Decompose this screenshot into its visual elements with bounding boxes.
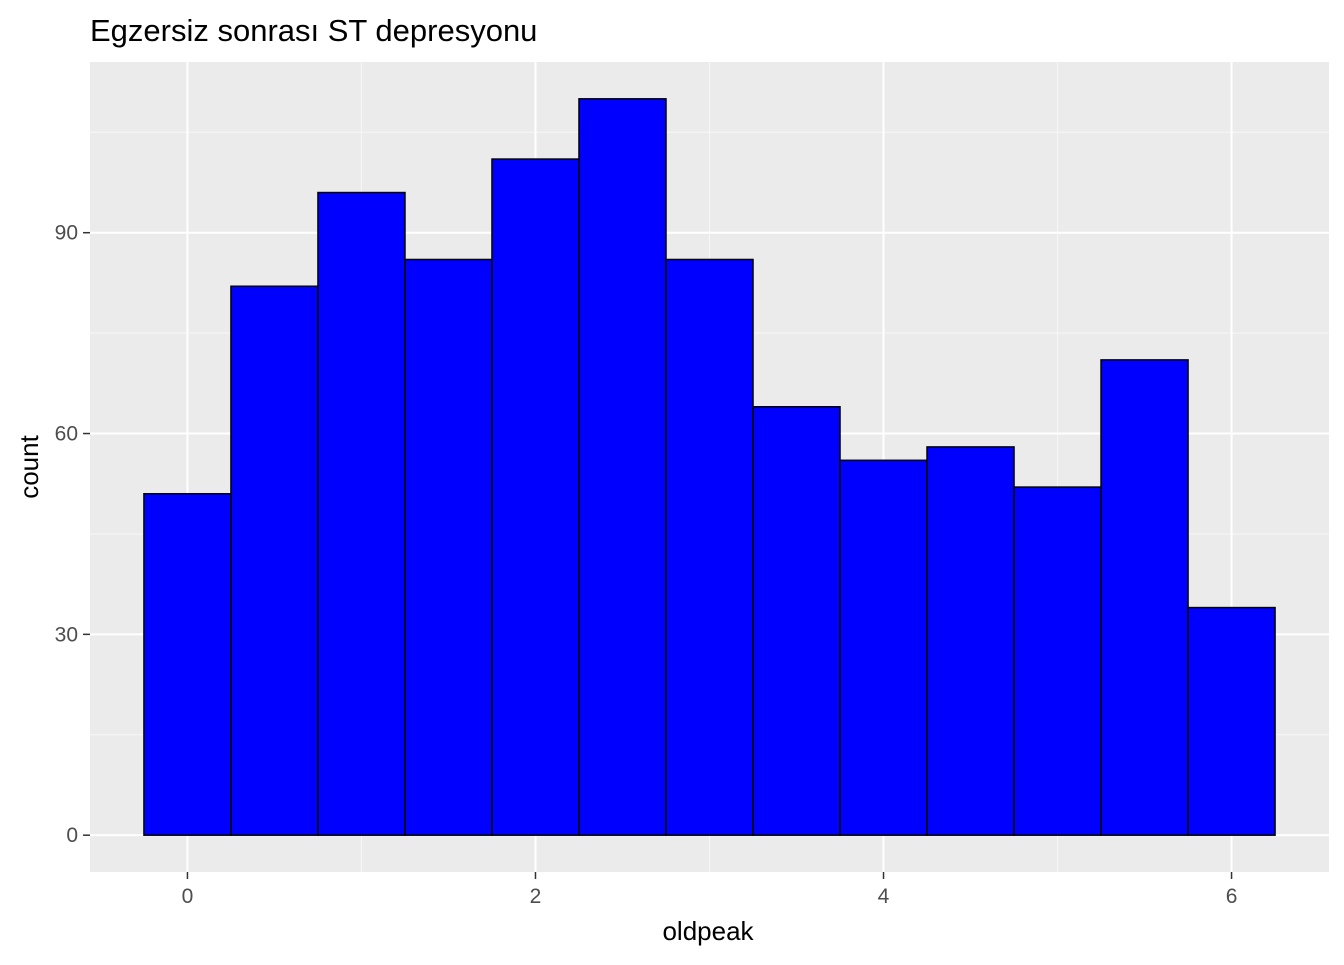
- histogram-bar: [1187, 606, 1276, 836]
- y-axis-title: count: [14, 434, 44, 498]
- x-tick-label: 2: [530, 885, 542, 908]
- histogram-bar: [752, 406, 841, 836]
- histogram-bar: [578, 98, 667, 836]
- y-tick-label: 60: [55, 423, 78, 446]
- histogram-bar: [1100, 359, 1189, 836]
- x-tick-label: 4: [878, 885, 890, 908]
- histogram-bar: [230, 285, 319, 836]
- histogram-bar: [317, 191, 406, 836]
- x-axis: 0 2 4 6: [182, 872, 1238, 908]
- histogram-bar: [143, 493, 232, 836]
- histogram-bar: [491, 158, 580, 836]
- histogram-bars: [143, 98, 1276, 836]
- x-tick-label: 6: [1226, 885, 1238, 908]
- histogram-bar: [926, 446, 1015, 836]
- chart-title: Egzersiz sonrası ST depresyonu: [90, 13, 537, 48]
- x-tick-label: 0: [182, 885, 194, 908]
- histogram-bar: [404, 258, 493, 836]
- y-tick-label: 90: [55, 222, 78, 245]
- histogram-bar: [1013, 486, 1102, 836]
- y-tick-label: 0: [66, 824, 78, 847]
- y-tick-label: 30: [55, 623, 78, 646]
- x-axis-title: oldpeak: [662, 916, 754, 946]
- histogram-bar: [665, 258, 754, 836]
- histogram-bar: [839, 459, 928, 836]
- y-axis: 0 30 60 90: [55, 222, 90, 847]
